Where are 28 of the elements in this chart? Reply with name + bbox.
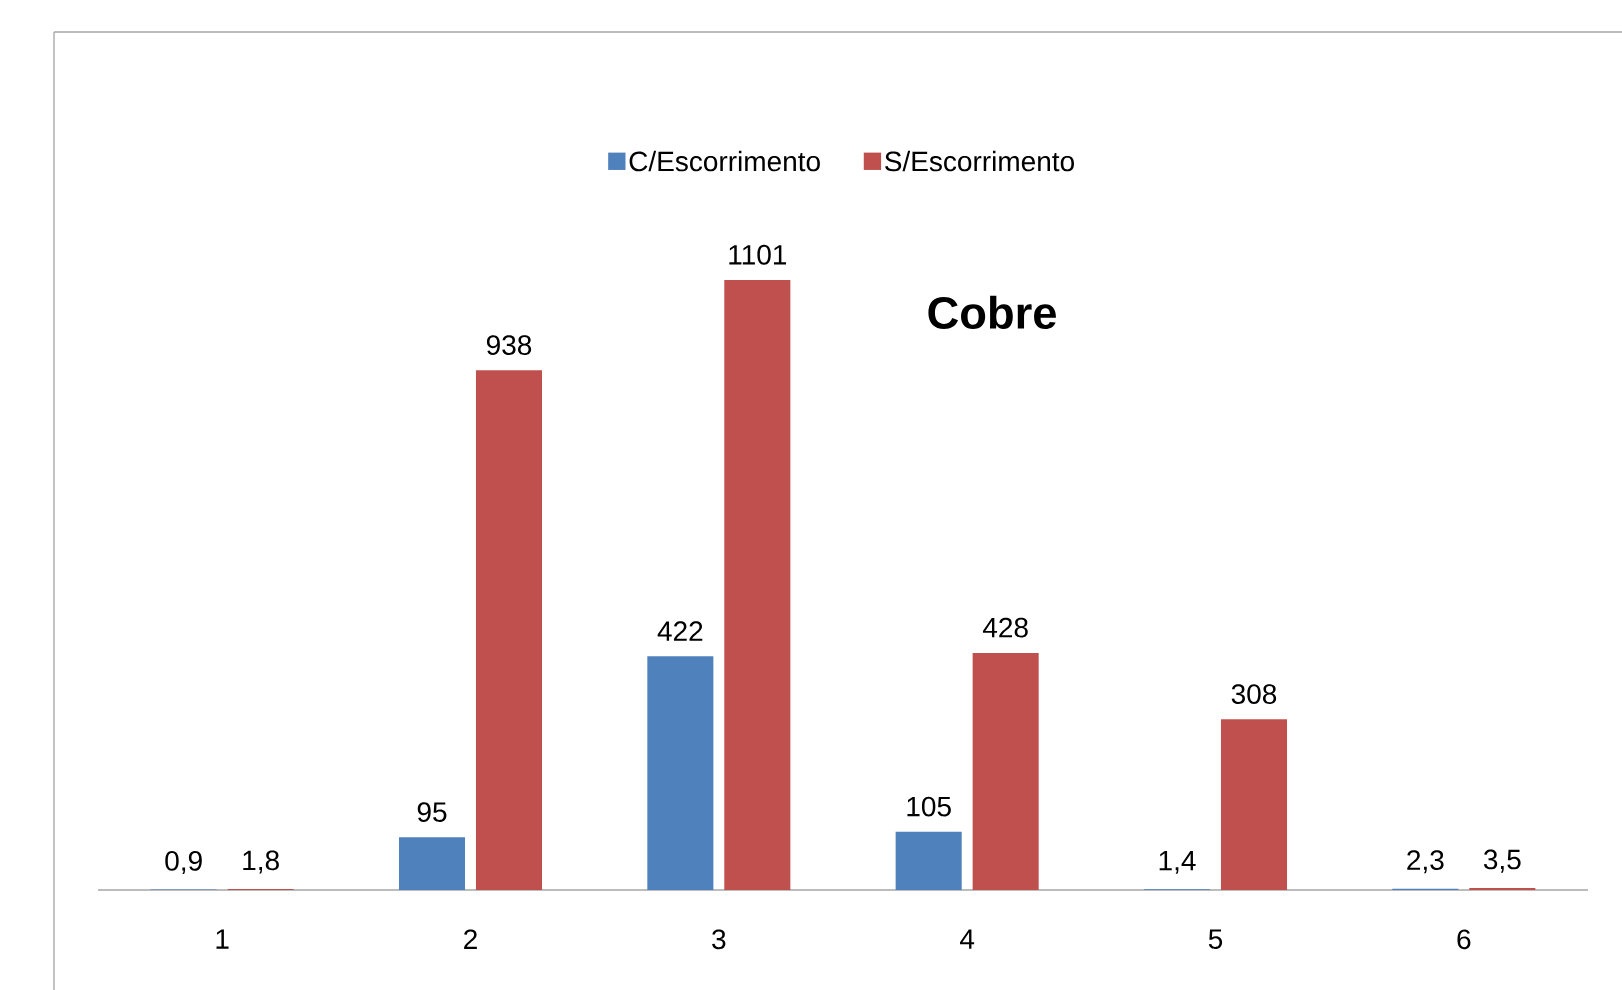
data-label: 308 bbox=[1231, 684, 1277, 704]
bar bbox=[647, 656, 714, 890]
x-tick-label: 6 bbox=[1457, 929, 1471, 950]
data-label: 1,4 bbox=[1159, 851, 1196, 874]
bar bbox=[398, 837, 466, 890]
data-label: 105 bbox=[907, 796, 951, 817]
bar bbox=[895, 831, 962, 890]
x-tick-label: 3 bbox=[712, 929, 726, 950]
data-label: 938 bbox=[486, 335, 532, 355]
x-tick-label: 1 bbox=[216, 929, 229, 949]
data-label: 1,8 bbox=[243, 850, 279, 874]
bar bbox=[972, 652, 1039, 890]
data-label: 428 bbox=[982, 617, 1028, 638]
legend-label: S/Escorrimento bbox=[885, 150, 1074, 172]
bar bbox=[1220, 719, 1288, 890]
bar bbox=[724, 280, 791, 890]
data-label: 0,9 bbox=[165, 850, 202, 875]
data-label: 95 bbox=[417, 802, 447, 822]
x-tick-label: 4 bbox=[960, 929, 975, 949]
chart-title: Cobre bbox=[928, 295, 1056, 330]
data-label: 1101 bbox=[729, 244, 787, 265]
legend-label: C/Escorrimento bbox=[629, 150, 820, 172]
x-tick-label: 2 bbox=[464, 929, 477, 949]
bar bbox=[475, 370, 543, 890]
x-tick-label: 5 bbox=[1208, 929, 1223, 949]
data-label: 2,3 bbox=[1407, 850, 1444, 874]
data-label: 3,5 bbox=[1483, 849, 1521, 873]
data-label: 422 bbox=[657, 621, 703, 641]
